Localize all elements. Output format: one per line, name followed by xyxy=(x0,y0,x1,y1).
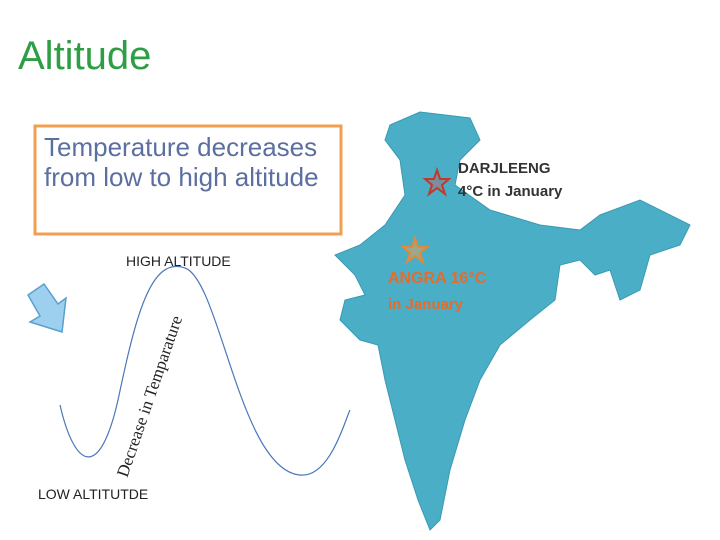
callout-text: Temperature decreases from low to high a… xyxy=(44,132,319,192)
sine-curve xyxy=(59,265,351,476)
star-angra xyxy=(400,234,430,265)
slide-title: Altitude xyxy=(18,34,152,78)
place-note: in January xyxy=(388,296,464,313)
place-note: 4°C in January xyxy=(458,183,563,200)
down-arrow xyxy=(27,282,67,333)
high-label: HIGH ALTITUDE xyxy=(126,253,231,269)
india-map xyxy=(334,111,691,531)
place-name: DARJLEENG xyxy=(458,160,551,177)
star-darjeeling xyxy=(422,166,452,197)
place-name: ANGRA 16°C xyxy=(388,270,487,287)
low-label: LOW ALTITUTDE xyxy=(38,486,149,502)
callout-box xyxy=(33,124,343,236)
